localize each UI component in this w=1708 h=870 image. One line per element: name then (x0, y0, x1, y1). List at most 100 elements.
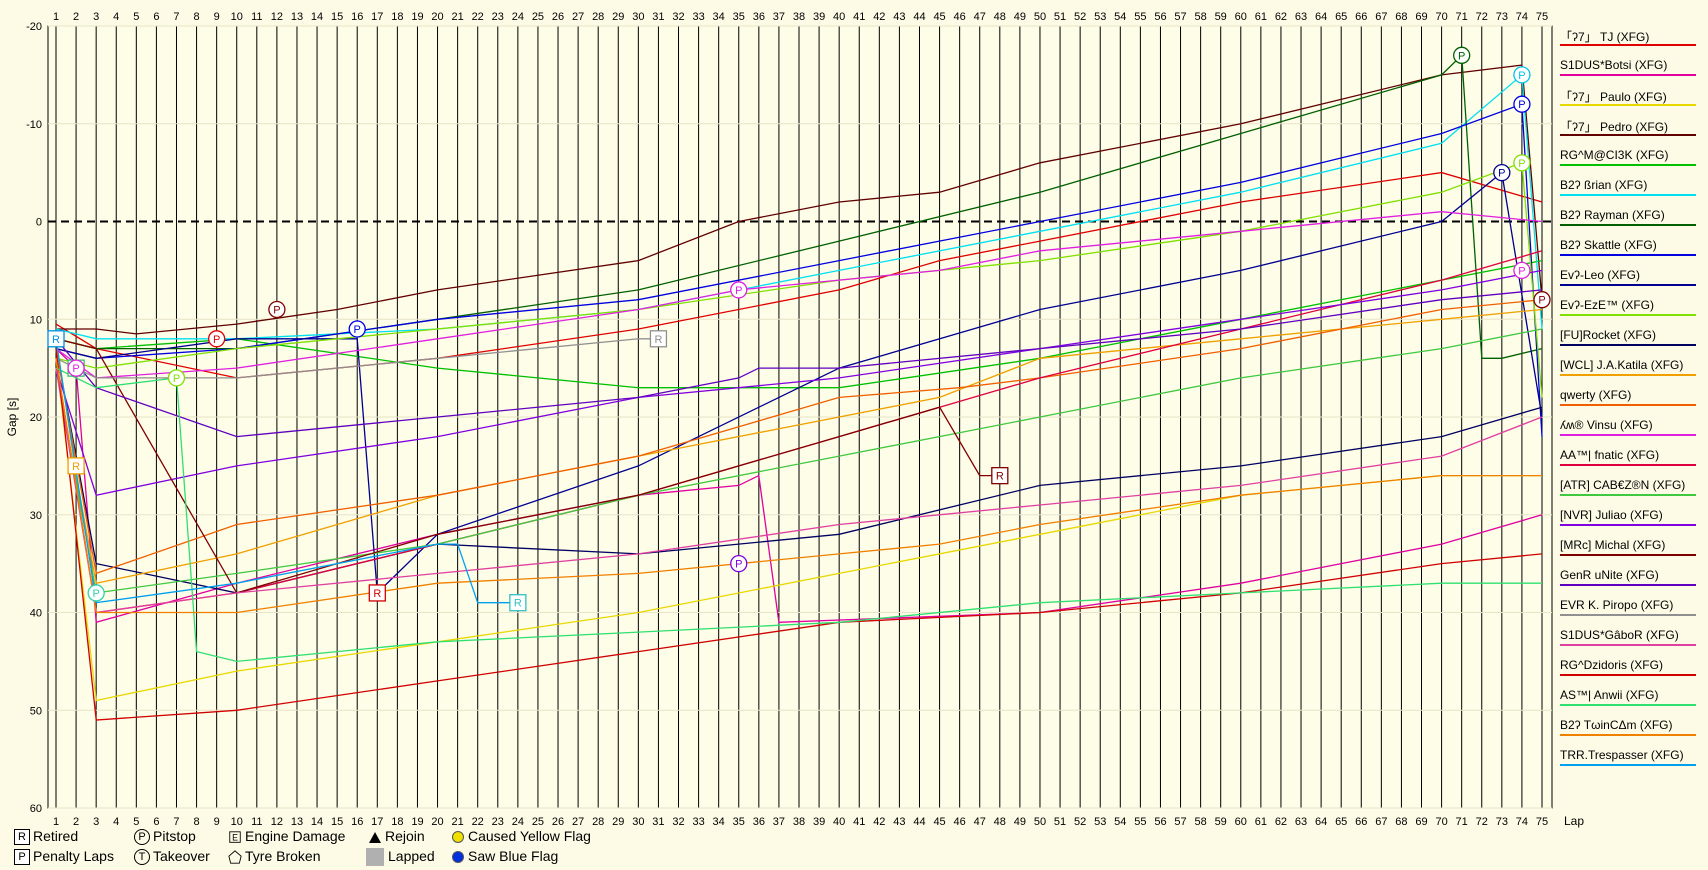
legend-swatch-0 (1560, 44, 1696, 46)
x-tick-label-bottom: 58 (1194, 816, 1206, 828)
pitstop-marker (1493, 163, 1511, 182)
x-tick-label-bottom: 54 (1114, 816, 1126, 828)
legend-entry-21: RG^Dzidoris (XFG) (1560, 658, 1663, 672)
legend-swatch-22 (1560, 704, 1696, 706)
x-tick-label: 46 (954, 11, 966, 23)
legend-swatch-21 (1560, 674, 1696, 676)
x-tick-label: 58 (1194, 11, 1206, 23)
x-tick-label: 41 (853, 11, 865, 23)
series-line-5 (55, 73, 1543, 340)
marker-label: P (213, 334, 220, 346)
x-tick-label: 21 (451, 11, 463, 23)
x-tick-label-bottom: 71 (1456, 816, 1468, 828)
svg-text:E: E (232, 833, 238, 843)
penalty-laps-icon: P (14, 849, 30, 866)
marker-label: R (654, 334, 662, 346)
x-tick-label-bottom: 36 (753, 816, 765, 828)
x-tick-label-bottom: 51 (1054, 816, 1066, 828)
legend-swatch-10 (1560, 344, 1696, 346)
x-tick-label: 25 (532, 11, 544, 23)
legend-swatch-20 (1560, 644, 1696, 646)
x-tick-label-bottom: 7 (173, 816, 179, 828)
pitstop-marker (730, 554, 748, 573)
legend-entry-9: Evʔ-EzE™ (XFG) (1560, 298, 1655, 312)
legend-penalty-laps: P Penalty Laps (14, 848, 114, 866)
legend-swatch-18 (1560, 584, 1696, 586)
x-tick-label-bottom: 29 (612, 816, 624, 828)
x-tick-label: 31 (652, 11, 664, 23)
legend-entry-13: ʎʍ® Vinsu (XFG) (1560, 418, 1653, 432)
legend-entry-1: S1DUS*Botsi (XFG) (1560, 58, 1668, 72)
x-tick-label: 71 (1456, 11, 1468, 23)
x-tick-label-bottom: 55 (1134, 816, 1146, 828)
marker-label: P (1518, 70, 1525, 82)
x-tick-label: 1 (53, 11, 59, 23)
x-tick-label-bottom: 11 (251, 816, 262, 828)
x-tick-label: 16 (351, 11, 363, 23)
x-tick-label-bottom: 37 (773, 816, 785, 828)
engine-damage-icon: E (229, 831, 241, 843)
marker-label: P (1458, 50, 1465, 62)
retired-icon: R (14, 829, 30, 846)
x-tick-label: 74 (1516, 11, 1528, 23)
x-tick-label-bottom: 13 (291, 816, 303, 828)
legend-takeover: T Takeover (134, 848, 210, 866)
x-tick-label-bottom: 35 (733, 816, 745, 828)
x-tick-label-bottom: 28 (592, 816, 604, 828)
marker-label: R (996, 471, 1004, 483)
legend-penalty-laps-label: Penalty Laps (33, 848, 114, 864)
x-tick-label-bottom: 72 (1476, 816, 1488, 828)
x-tick-label-bottom: 25 (532, 816, 544, 828)
x-tick-label: 49 (1014, 11, 1026, 23)
series-line-8 (55, 171, 1543, 595)
legend-entry-22: AS™| Anwii (XFG) (1560, 688, 1659, 702)
x-tick-label: 75 (1536, 11, 1548, 23)
x-tick-label-bottom: 18 (391, 816, 403, 828)
series-line-0 (55, 171, 1543, 379)
legend-entry-10: [FU]Rocket (XFG) (1560, 328, 1657, 342)
x-tick-label-bottom: 1 (53, 816, 59, 828)
pitstop-marker (167, 369, 186, 387)
x-tick-label-bottom: 21 (451, 816, 463, 828)
x-tick-label-bottom: 66 (1355, 816, 1367, 828)
legend-saw-blue-flag-label: Saw Blue Flag (468, 848, 559, 864)
x-tick-label: 45 (933, 11, 945, 23)
series-line-12 (55, 299, 1543, 575)
legend-entry-23: B2ʔ TωinCΔm (XFG) (1560, 718, 1673, 732)
x-tick-label-bottom: 14 (311, 816, 323, 828)
x-tick-label: 44 (913, 11, 925, 23)
legend-swatch-4 (1560, 164, 1696, 166)
tyre-broken-icon (228, 850, 242, 864)
x-tick-label: 43 (893, 11, 905, 23)
x-tick-label: 70 (1435, 11, 1447, 23)
x-tick-label-bottom: 30 (632, 816, 644, 828)
legend-entry-24: TRR.Trespasser (XFG) (1560, 748, 1684, 762)
x-tick-label: 72 (1476, 11, 1488, 23)
legend-entry-4: RG^M@CI3K (XFG) (1560, 148, 1669, 162)
y-axis-label: Gap [s] (5, 398, 19, 437)
legend-swatch-8 (1560, 284, 1696, 286)
legend-caused-yellow-flag: Caused Yellow Flag (452, 828, 591, 844)
y-tick-label: 40 (30, 608, 42, 620)
x-tick-label-bottom: 31 (652, 816, 664, 828)
x-tick-label: 27 (572, 11, 584, 23)
legend-swatch-6 (1560, 224, 1696, 226)
marker-label: P (1518, 158, 1525, 170)
x-tick-label-bottom: 65 (1335, 816, 1347, 828)
x-tick-label: 56 (1154, 11, 1166, 23)
legend-swatch-19 (1560, 614, 1696, 616)
retired-marker (67, 457, 85, 475)
x-tick-label-bottom: 53 (1094, 816, 1106, 828)
x-tick-label-bottom: 73 (1496, 816, 1508, 828)
x-tick-label: 32 (672, 11, 684, 23)
x-tick-label-bottom: 12 (271, 816, 283, 828)
series-line-23 (55, 358, 1542, 614)
x-tick-label: 6 (153, 11, 159, 23)
legend-swatch-15 (1560, 494, 1696, 496)
legend-saw-blue-flag: Saw Blue Flag (452, 848, 558, 864)
pitstop-marker (730, 281, 748, 299)
legend-takeover-label: Takeover (153, 848, 210, 864)
x-tick-label-bottom: 5 (133, 816, 139, 828)
x-tick-label: 55 (1134, 11, 1146, 23)
x-tick-label-bottom: 22 (472, 816, 484, 828)
